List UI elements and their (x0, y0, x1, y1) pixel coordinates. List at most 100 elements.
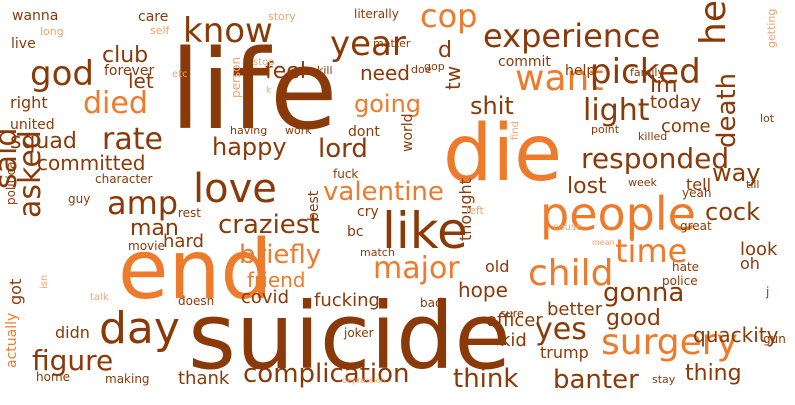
word-family: family (630, 66, 664, 79)
word-craziest: craziest (218, 210, 320, 240)
word-cock: cock (705, 198, 760, 226)
word-talk: talk (90, 292, 109, 303)
word-gun: gun (763, 332, 786, 346)
word-dont: dont (348, 124, 380, 140)
word-hate: hate (672, 260, 699, 274)
word-j: j (765, 285, 769, 299)
word-major: major (373, 251, 460, 286)
word-died: died (83, 86, 148, 121)
word-world: world (400, 113, 416, 152)
word-lot: lot (760, 112, 775, 125)
word-said: said (0, 128, 24, 189)
word-gop: gop (424, 60, 445, 73)
word-stay: stay (652, 373, 676, 386)
word-making: making (105, 372, 150, 386)
word-self: self (150, 24, 171, 37)
word-person: person (229, 57, 243, 98)
word-home: home (36, 370, 70, 384)
word-work: work (285, 124, 312, 137)
word-right: right (10, 93, 48, 112)
word-fuck: fuck (333, 167, 358, 181)
word-getting: getting (765, 9, 778, 48)
word-lord: lord (318, 134, 368, 164)
word-kill: kill (317, 64, 333, 77)
word-life: life (170, 26, 338, 154)
word-surgery: surgery (601, 322, 738, 363)
word-better: better (547, 299, 603, 320)
word-amp: amp (107, 184, 178, 222)
word-committed: committed (37, 151, 145, 175)
word-point: point (591, 123, 620, 136)
word-bad: bad (420, 296, 443, 310)
word-picked: picked (590, 52, 701, 92)
word-kid: kid (500, 330, 527, 351)
word-need: need (360, 61, 410, 85)
word-officer: officer (486, 310, 543, 331)
word-oh: oh (740, 254, 760, 273)
word-day: day (99, 303, 180, 354)
word-etc: etc (172, 69, 188, 80)
word-feel: feel (265, 59, 306, 84)
word-doesn: doesn (178, 294, 214, 308)
word-rate: rate (102, 122, 163, 157)
word-till: till (746, 178, 759, 191)
word-trump: trump (540, 343, 589, 362)
word-isn: isn (39, 275, 50, 289)
word-find: find (510, 121, 521, 140)
word-k: k (266, 86, 272, 96)
word-man: man (130, 216, 179, 241)
word-time: time (615, 232, 687, 270)
word-squad: squad (10, 129, 77, 154)
word-banter: banter (553, 365, 639, 395)
word-quackity: quackity (693, 323, 779, 347)
word-matter: matter (373, 37, 411, 50)
word-rest: rest (178, 206, 201, 220)
word-fucking: fucking (314, 290, 380, 311)
word-joker: joker (343, 326, 374, 340)
word-love: love (193, 166, 277, 212)
word-light: light (583, 93, 650, 128)
word-cry: cry (357, 204, 379, 220)
word-actually: actually (4, 313, 20, 368)
word-doe: doe (411, 63, 432, 76)
word-yes: yes (535, 312, 587, 347)
word-shit: shit (470, 92, 514, 120)
word-stop: stop (253, 57, 275, 68)
word-hard: hard (163, 231, 204, 252)
word-didn: didn (55, 323, 90, 342)
word-think: think (453, 364, 518, 394)
word-look: look (740, 239, 778, 260)
word-police: police (662, 274, 698, 288)
word-cop: cop (420, 0, 477, 35)
word-having: having (230, 124, 267, 137)
word-commit: commit (498, 54, 551, 70)
word-d: d (438, 38, 452, 63)
word-movie: movie (128, 239, 165, 253)
word-character: character (95, 172, 153, 186)
word-week: week (628, 176, 658, 189)
word-figure: figure (32, 344, 113, 377)
word-lost: lost (567, 174, 607, 199)
word-left: left (466, 204, 485, 217)
word-guy: guy (68, 192, 90, 206)
word-today: today (650, 92, 702, 113)
word-tw: tw (441, 66, 465, 90)
word-forever: forever (104, 63, 154, 79)
word-thing: thing (685, 361, 742, 386)
word-going: going (354, 90, 421, 118)
word-thank: thank (178, 368, 230, 389)
word-asked: asked (13, 130, 48, 218)
word-wanna: wanna (12, 8, 58, 24)
word-im: im (650, 73, 678, 98)
word-child: child (528, 253, 613, 294)
word-complication: complication (243, 359, 410, 389)
word-hope: hope (458, 278, 508, 302)
word-heart: heart (693, 0, 734, 45)
word-let: let (128, 69, 154, 93)
word-tell: tell (686, 175, 711, 194)
word-like: like (382, 202, 468, 260)
word-great: great (680, 219, 712, 233)
word-god: god (30, 54, 94, 94)
word-death: death (712, 73, 742, 148)
